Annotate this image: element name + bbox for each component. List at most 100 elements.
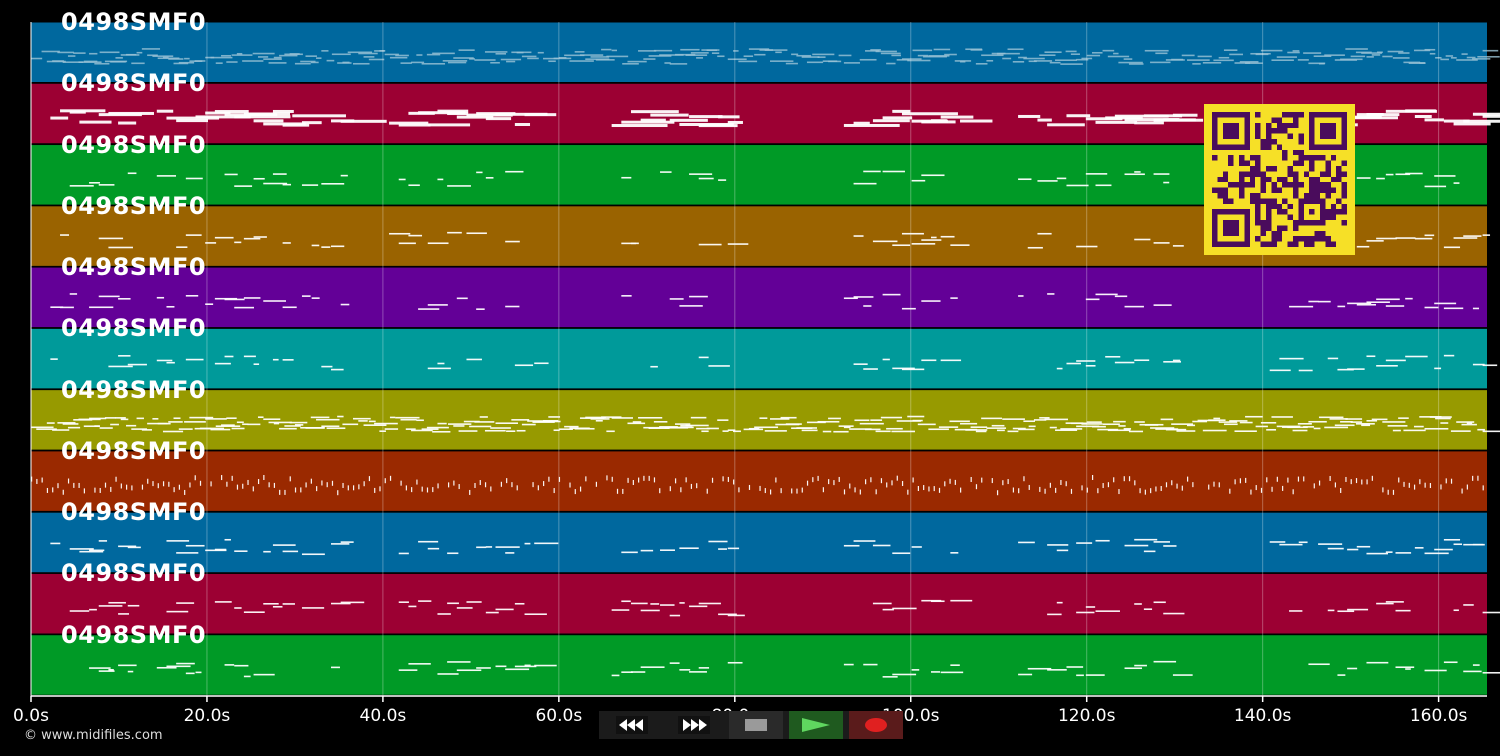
- note: [679, 602, 685, 604]
- note: [791, 53, 799, 56]
- note: [996, 429, 1005, 432]
- note: [880, 478, 883, 484]
- note: [975, 430, 987, 433]
- note: [882, 608, 894, 611]
- note: [157, 483, 159, 489]
- note: [1066, 184, 1089, 187]
- note: [221, 54, 232, 57]
- note: [1403, 481, 1405, 487]
- note: [292, 114, 346, 118]
- play-button[interactable]: [789, 711, 843, 739]
- note: [176, 246, 188, 248]
- note: [1472, 664, 1480, 666]
- note: [1143, 608, 1153, 611]
- note: [1324, 426, 1349, 429]
- fast-forward-icon: [678, 716, 710, 734]
- note: [282, 359, 294, 361]
- note: [178, 428, 193, 430]
- note: [853, 182, 877, 185]
- note: [1443, 119, 1470, 123]
- note: [949, 478, 951, 484]
- note: [907, 415, 925, 418]
- note: [166, 610, 189, 613]
- note: [1395, 666, 1415, 669]
- note: [1047, 613, 1062, 616]
- note: [527, 420, 548, 422]
- note: [398, 669, 418, 671]
- note: [534, 664, 557, 667]
- note: [1271, 486, 1273, 492]
- note: [69, 610, 90, 612]
- note: [853, 296, 874, 298]
- note: [447, 661, 471, 663]
- note: [1453, 543, 1463, 546]
- note: [727, 476, 729, 482]
- note: [247, 479, 249, 485]
- note: [698, 124, 738, 128]
- note: [1155, 52, 1168, 55]
- note: [1047, 293, 1055, 295]
- note: [718, 179, 727, 181]
- stop-button[interactable]: [729, 711, 783, 739]
- note: [1472, 58, 1491, 60]
- note: [242, 483, 244, 489]
- note: [352, 485, 355, 491]
- note: [1443, 661, 1458, 664]
- note: [263, 418, 281, 421]
- note: [901, 481, 904, 487]
- note: [643, 475, 645, 481]
- note: [543, 419, 559, 422]
- note: [1308, 420, 1327, 423]
- note: [384, 478, 386, 484]
- note: [1176, 430, 1196, 432]
- note: [718, 115, 740, 119]
- track-lane: [31, 573, 1487, 634]
- note: [374, 422, 398, 425]
- note: [1445, 478, 1447, 484]
- note: [321, 183, 345, 185]
- note: [1313, 427, 1321, 430]
- note: [243, 675, 251, 678]
- note: [1118, 61, 1143, 64]
- note: [1361, 52, 1382, 54]
- note: [1477, 428, 1485, 431]
- note: [669, 118, 708, 122]
- note: [184, 489, 186, 495]
- note: [521, 55, 537, 58]
- note: [268, 482, 270, 488]
- note: [89, 608, 97, 611]
- note: [98, 540, 108, 542]
- fast-forward-button[interactable]: [667, 711, 721, 739]
- note: [875, 430, 891, 433]
- note: [674, 53, 696, 56]
- note: [474, 59, 496, 61]
- note: [282, 306, 297, 309]
- note: [98, 670, 115, 672]
- note: [940, 235, 955, 238]
- note: [469, 58, 475, 60]
- note: [1044, 488, 1046, 494]
- note: [1308, 62, 1326, 65]
- note: [954, 479, 956, 485]
- note: [621, 551, 638, 554]
- note: [176, 662, 195, 665]
- note: [1123, 476, 1125, 482]
- record-button[interactable]: [849, 711, 903, 739]
- note: [717, 419, 729, 421]
- note: [418, 600, 432, 602]
- note: [484, 482, 487, 488]
- note: [653, 421, 668, 423]
- note: [110, 486, 112, 492]
- note: [689, 173, 713, 175]
- note: [590, 56, 610, 58]
- note: [1443, 354, 1455, 357]
- note: [253, 673, 275, 676]
- note: [865, 479, 867, 485]
- note: [427, 242, 449, 245]
- rewind-button[interactable]: [605, 711, 659, 739]
- note: [843, 297, 858, 300]
- note: [1002, 418, 1025, 420]
- note: [60, 234, 70, 236]
- note: [1424, 185, 1447, 188]
- note: [611, 124, 668, 128]
